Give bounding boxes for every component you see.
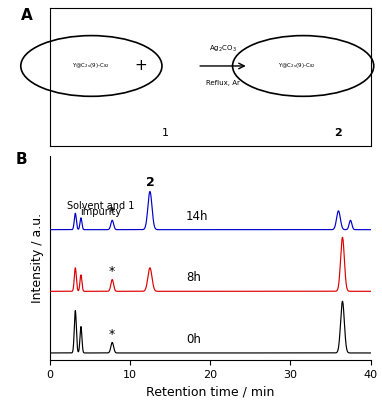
Text: B: B <box>16 152 28 167</box>
Y-axis label: Intensity / a.u.: Intensity / a.u. <box>31 213 44 303</box>
Text: *: * <box>109 328 115 341</box>
X-axis label: Retention time / min: Retention time / min <box>146 385 274 398</box>
Text: $\mathregular{Y@C_{2v}(9)\text{-}C_{82}}$: $\mathregular{Y@C_{2v}(9)\text{-}C_{82}}… <box>73 62 110 70</box>
Text: Solvent and 1: Solvent and 1 <box>67 201 135 211</box>
Text: $\mathregular{Y@C_{2v}(9)\text{-}C_{82}}$: $\mathregular{Y@C_{2v}(9)\text{-}C_{82}}… <box>278 62 316 70</box>
Text: A: A <box>21 8 32 23</box>
Text: *: * <box>109 206 115 218</box>
Text: 2: 2 <box>146 176 154 189</box>
Text: 14h: 14h <box>186 210 209 223</box>
Text: Reflux, Ar: Reflux, Ar <box>206 80 240 86</box>
Text: 0h: 0h <box>186 333 201 346</box>
Text: +: + <box>135 58 147 74</box>
Text: 8h: 8h <box>186 271 201 284</box>
Text: 1: 1 <box>162 128 169 138</box>
Text: *: * <box>109 265 115 278</box>
Text: 2: 2 <box>335 128 342 138</box>
Text: impurity: impurity <box>80 207 121 217</box>
Text: $\mathregular{Ag_2CO_3}$: $\mathregular{Ag_2CO_3}$ <box>209 43 237 54</box>
